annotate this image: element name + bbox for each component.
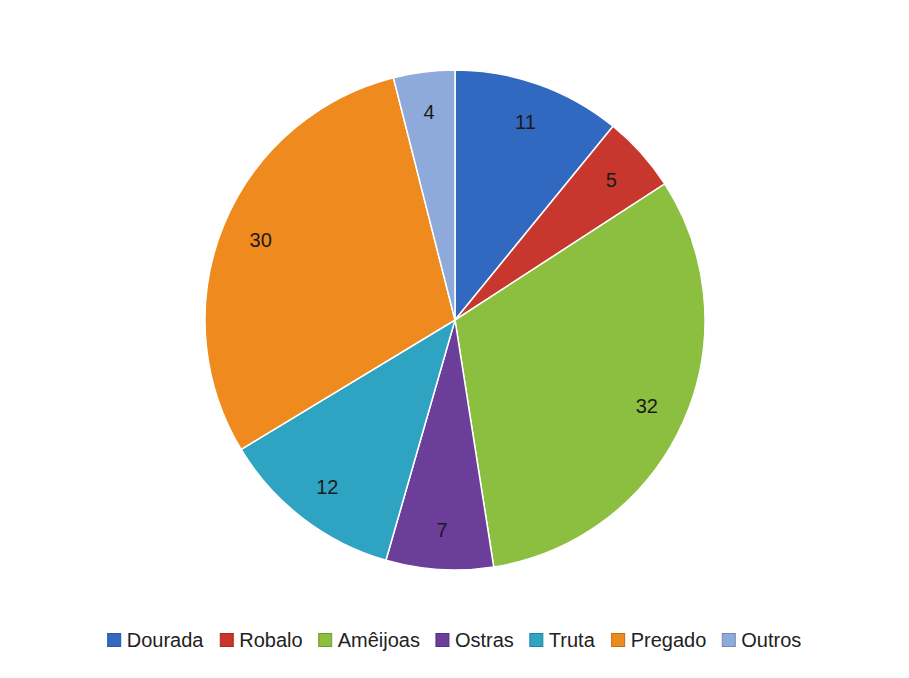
pie [205, 70, 705, 570]
data-labels: 11 5 32 7 12 30 4 [250, 101, 658, 541]
legend-swatch [220, 634, 233, 647]
data-label: 12 [316, 476, 338, 498]
legend-swatch [319, 634, 332, 647]
legend-label: Pregado [631, 629, 707, 651]
legend-swatch [108, 634, 121, 647]
data-label: 11 [515, 111, 536, 133]
legend-swatch [530, 634, 543, 647]
legend-item: Ostras [436, 629, 514, 651]
legend-item: Outros [722, 629, 801, 651]
legend-swatch [722, 634, 735, 647]
legend-item: Dourada [108, 629, 205, 651]
legend-label: Outros [741, 629, 801, 651]
chart: 11 5 32 7 12 30 4 Dourada Robalo Amêijoas Ostras Tr… [0, 0, 909, 678]
data-label: 32 [636, 395, 658, 417]
legend-label: Truta [549, 629, 596, 651]
pie-slice [455, 184, 705, 567]
legend-label: Amêijoas [338, 629, 420, 651]
legend: Dourada Robalo Amêijoas Ostras Truta Pregado O… [108, 629, 802, 651]
legend-item: Robalo [220, 629, 302, 651]
legend-label: Dourada [127, 629, 205, 651]
legend-item: Amêijoas [319, 629, 420, 651]
legend-label: Robalo [239, 629, 302, 651]
data-label: 30 [250, 229, 272, 251]
legend-label: Ostras [455, 629, 514, 651]
legend-swatch [436, 634, 449, 647]
legend-item: Truta [530, 629, 596, 651]
data-label: 4 [423, 101, 434, 123]
legend-swatch [612, 634, 625, 647]
legend-item: Pregado [612, 629, 707, 651]
data-label: 7 [436, 519, 447, 541]
data-label: 5 [606, 169, 617, 191]
pie-slice [393, 70, 455, 320]
